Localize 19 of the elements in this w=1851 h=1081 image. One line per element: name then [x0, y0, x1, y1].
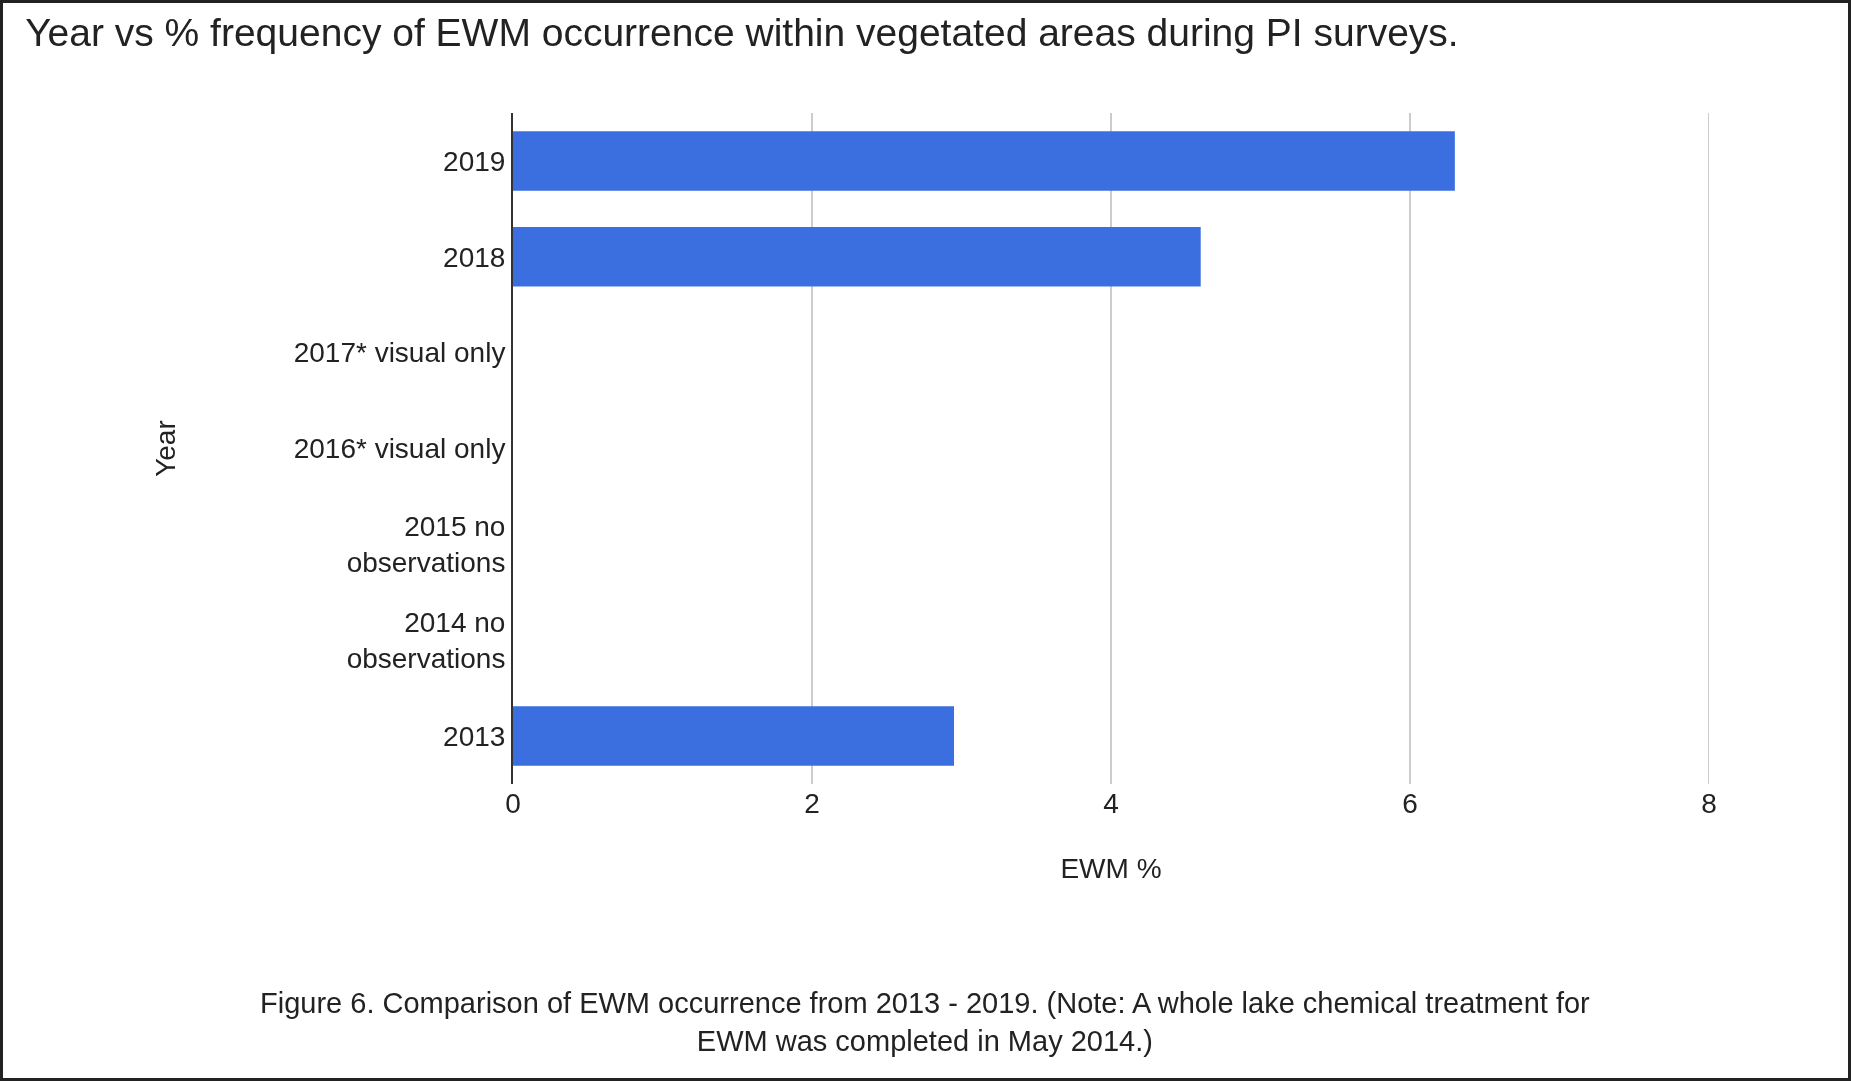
y-tick-label: 2017* visual only [293, 337, 506, 369]
y-tick-label: 2015 no observations [346, 510, 506, 579]
y-tick-label: 2014 no observations [346, 606, 506, 675]
y-tick-label: 2018 [443, 241, 506, 273]
x-tick-label: 8 [1701, 788, 1717, 819]
bar [513, 131, 1455, 191]
bar [513, 227, 1201, 287]
bar [513, 706, 955, 766]
x-tick-label: 6 [1402, 788, 1418, 819]
y-tick-label: 2016* visual only [293, 433, 506, 465]
y-axis-title: Year [149, 420, 181, 477]
x-tick-label: 2 [804, 788, 820, 819]
chart-title: Year vs % frequency of EWM occurrence within vegetated areas during PI surveys. [25, 11, 1459, 55]
x-tick-label: 0 [505, 788, 521, 819]
y-tick-label: 2013 [443, 720, 506, 752]
y-tick-label: 2019 [443, 145, 506, 177]
x-tick-label: 4 [1103, 788, 1119, 819]
x-axis-title: EWM % [1060, 853, 1162, 885]
caption: Figure 6. Comparison of EWM occurrence from 2013 - 2019. (Note: A whole lake chemical treatment for EWM was completed in May 2014.) [260, 987, 1591, 1057]
